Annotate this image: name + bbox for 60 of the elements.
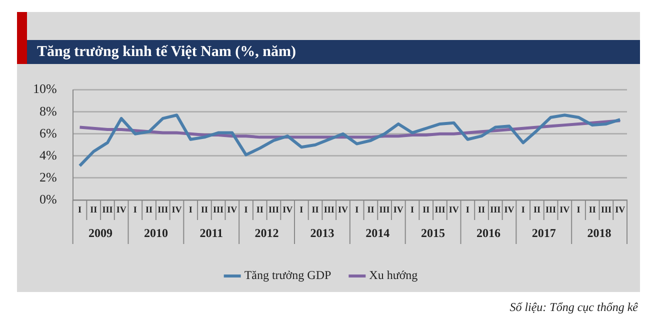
chart-title: Tăng trưởng kinh tế Việt Nam (%, năm) bbox=[37, 44, 296, 60]
x-tick-label: I bbox=[355, 204, 360, 215]
x-tick-label: II bbox=[533, 204, 541, 215]
text: 2012 bbox=[254, 226, 279, 240]
x-tick-label: III bbox=[379, 204, 390, 215]
x-tick-label: IV bbox=[560, 204, 570, 215]
text: 2010 bbox=[144, 226, 168, 240]
text: 2016 bbox=[476, 226, 500, 240]
x-tick-label: IV bbox=[116, 204, 127, 215]
x-tick-label: I bbox=[133, 204, 138, 215]
x-tick-label: I bbox=[300, 204, 304, 215]
x-tick-label: I bbox=[244, 204, 248, 215]
x-tick-label: III bbox=[324, 204, 335, 215]
text: 2013 bbox=[310, 226, 334, 240]
x-tick-label: II bbox=[312, 204, 320, 215]
x-tick-label: III bbox=[490, 204, 502, 215]
x-tick-label: III bbox=[268, 204, 280, 215]
x-tick-label: IV bbox=[282, 204, 294, 215]
x-tick-label: I bbox=[521, 204, 526, 215]
x-tick-label: IV bbox=[172, 204, 182, 215]
text: 2018 bbox=[587, 226, 612, 240]
x-tick-label: I bbox=[188, 204, 193, 215]
x-tick-label: II bbox=[200, 204, 208, 215]
x-tick-label: II bbox=[146, 204, 154, 215]
text: Số liệu: Tổng cục thống kê bbox=[510, 300, 638, 315]
x-tick-label: II bbox=[367, 204, 375, 215]
x-tick-label: IV bbox=[504, 204, 515, 215]
text: 2011 bbox=[200, 226, 224, 240]
x-tick-label: III bbox=[158, 204, 169, 215]
x-tick-label: II bbox=[256, 204, 264, 215]
x-tick-label: IV bbox=[615, 204, 626, 215]
x-tick-label: I bbox=[78, 204, 82, 215]
x-tick-label: II bbox=[422, 204, 430, 215]
y-tick-label: 4% bbox=[39, 147, 57, 162]
text: 2015 bbox=[421, 226, 446, 240]
y-tick-label: 2% bbox=[39, 169, 57, 184]
x-tick-label: I bbox=[576, 204, 581, 215]
x-tick-label: III bbox=[434, 204, 446, 215]
legend-label: Xu hướng bbox=[369, 268, 418, 282]
y-tick-label: 8% bbox=[39, 103, 57, 118]
x-tick-label: IV bbox=[338, 204, 348, 215]
x-tick-label: IV bbox=[227, 204, 238, 215]
x-tick-label: II bbox=[478, 204, 486, 215]
y-tick-label: 6% bbox=[39, 125, 57, 140]
x-tick-label: III bbox=[600, 204, 612, 215]
x-tick-label: II bbox=[588, 204, 596, 215]
x-tick-label: IV bbox=[448, 204, 460, 215]
x-tick-label: III bbox=[213, 204, 224, 215]
text: 2017 bbox=[532, 226, 556, 240]
x-tick-label: III bbox=[546, 204, 557, 215]
text: 2014 bbox=[366, 226, 390, 240]
x-tick-label: II bbox=[90, 204, 98, 215]
text: 2009 bbox=[88, 226, 113, 240]
x-tick-label: IV bbox=[393, 204, 404, 215]
x-tick-label: I bbox=[466, 204, 470, 215]
y-tick-label: 10% bbox=[32, 81, 57, 96]
x-tick-label: I bbox=[410, 204, 414, 215]
x-tick-label: III bbox=[102, 204, 114, 215]
legend-label: Tăng trưởng GDP bbox=[244, 268, 332, 282]
y-tick-label: 0% bbox=[39, 191, 57, 206]
